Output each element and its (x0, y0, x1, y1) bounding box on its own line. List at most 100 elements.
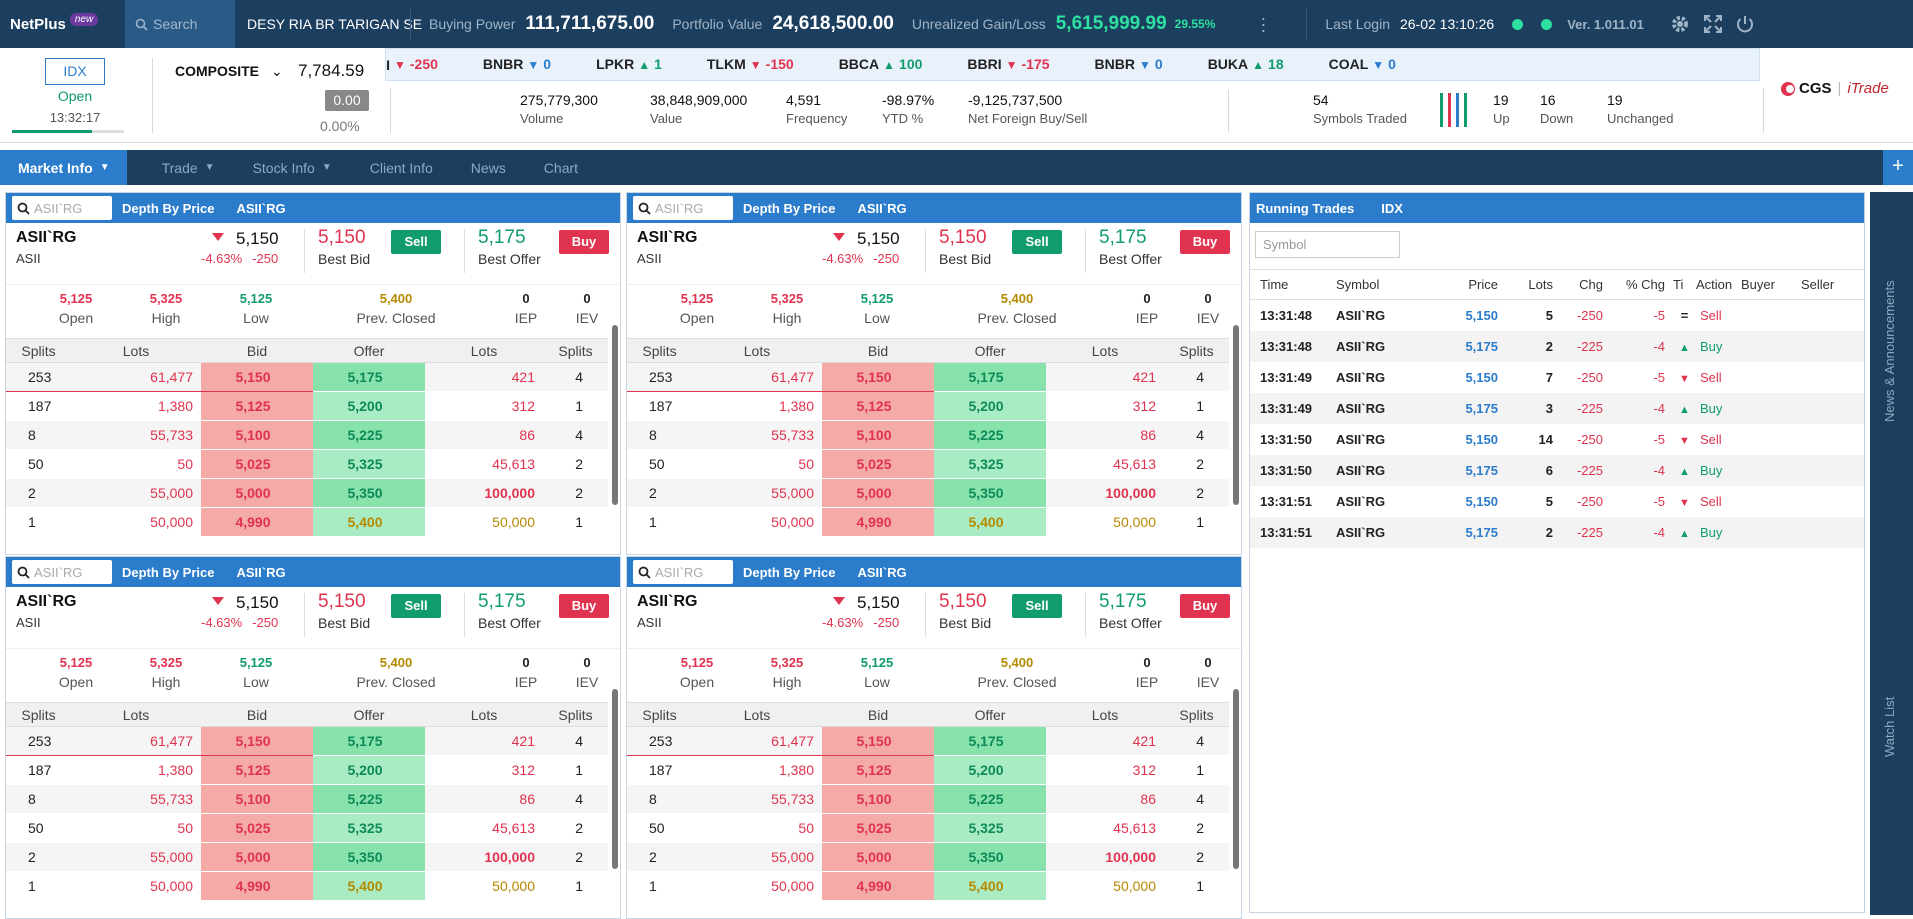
table-row[interactable]: 2 55,000 5,000 5,350 100,000 2 (6, 478, 608, 508)
menu-stock-info[interactable]: Stock Info ▼ (253, 160, 332, 176)
table-row[interactable]: 13:31:51 ASII`RG 5,175 2 -225 -4 ▲ Buy (1250, 516, 1864, 548)
best-offer-value: 5,175 (478, 591, 526, 612)
table-row[interactable]: 187 1,380 5,125 5,200 312 1 (6, 755, 608, 785)
sell-button[interactable]: Sell (391, 230, 441, 254)
table-row[interactable]: 8 55,733 5,100 5,225 86 4 (6, 420, 608, 450)
tab-running-trades[interactable]: Running Trades (1256, 200, 1355, 216)
tab-symbol[interactable]: ASII`RG (857, 564, 907, 580)
news-announcements-tab[interactable]: News & Announcements (1882, 280, 1897, 422)
add-tab-button[interactable]: + (1883, 150, 1913, 185)
fullscreen-icon[interactable] (1703, 15, 1722, 33)
buy-button[interactable]: Buy (1180, 230, 1230, 254)
table-row[interactable]: 1 50,000 4,990 5,400 50,000 1 (6, 871, 608, 901)
sell-button[interactable]: Sell (391, 594, 441, 618)
table-row[interactable]: 13:31:48 ASII`RG 5,150 5 -250 -5 = Sell (1250, 300, 1864, 331)
user-name[interactable]: DESY RIA BR TARIGAN SE (247, 16, 423, 32)
ticker-item[interactable]: BBRI ▼ -175 (967, 49, 1049, 80)
tab-depth-by-price[interactable]: Depth By Price (122, 200, 215, 216)
ticker-item[interactable]: BUKA ▲ 18 (1208, 49, 1284, 80)
high-value: 5,325 (149, 655, 183, 670)
table-row[interactable]: 2 55,000 5,000 5,350 100,000 2 (627, 478, 1229, 508)
table-row[interactable]: 8 55,733 5,100 5,225 86 4 (6, 784, 608, 814)
symbol-filter-input[interactable]: Symbol (1255, 231, 1400, 258)
scrollbar[interactable] (612, 689, 618, 869)
tab-depth-by-price[interactable]: Depth By Price (122, 564, 215, 580)
settings-icon[interactable] (1670, 14, 1690, 34)
offer-splits: 1 (543, 755, 608, 785)
table-row[interactable]: 187 1,380 5,125 5,200 312 1 (6, 391, 608, 421)
table-row[interactable]: 50 50 5,025 5,325 45,613 2 (6, 449, 608, 479)
table-row[interactable]: 253 61,477 5,150 5,175 421 4 (627, 726, 1229, 756)
sell-button[interactable]: Sell (1012, 594, 1062, 618)
ticker-item[interactable]: BNBR ▼ 0 (483, 49, 551, 80)
market-selector[interactable]: IDX (45, 58, 105, 85)
table-row[interactable]: 1 50,000 4,990 5,400 50,000 1 (627, 507, 1229, 537)
table-row[interactable]: 253 61,477 5,150 5,175 421 4 (6, 726, 608, 756)
ticker-change: 18 (1268, 56, 1284, 72)
table-row[interactable]: 187 1,380 5,125 5,200 312 1 (627, 755, 1229, 785)
table-row[interactable]: 253 61,477 5,150 5,175 421 4 (627, 362, 1229, 392)
best-offer-label: Best Offer (1099, 615, 1162, 631)
index-selector[interactable]: COMPOSITE ⌄ (175, 63, 283, 80)
scrollbar[interactable] (1233, 689, 1239, 869)
table-header: Splits Lots Bid Offer Lots Splits (6, 338, 608, 363)
ticker-item[interactable]: BBCA ▲ 100 (839, 49, 923, 80)
table-row[interactable]: 2 55,000 5,000 5,350 100,000 2 (6, 842, 608, 872)
scrollbar[interactable] (1233, 325, 1239, 505)
bid-lots: 55,000 (71, 842, 201, 872)
more-menu-icon[interactable]: · · · (1260, 8, 1267, 40)
tab-symbol[interactable]: ASII`RG (857, 200, 907, 216)
ticker-item[interactable]: BNBR ▼ 0 (1095, 49, 1163, 80)
menu-chart[interactable]: Chart (544, 160, 578, 176)
tab-idx[interactable]: IDX (1381, 200, 1403, 216)
table-row[interactable]: 13:31:50 ASII`RG 5,175 6 -225 -4 ▲ Buy (1250, 454, 1864, 486)
menu-trade[interactable]: Trade ▼ (162, 160, 215, 176)
table-row[interactable]: 1 50,000 4,990 5,400 50,000 1 (6, 507, 608, 537)
ticker-item[interactable]: TLKM ▼ -150 (707, 49, 794, 80)
table-row[interactable]: 13:31:50 ASII`RG 5,150 14 -250 -5 ▼ Sell (1250, 424, 1864, 455)
ticker-item[interactable]: LPKR ▲ 1 (596, 49, 662, 80)
scrollbar[interactable] (612, 325, 618, 505)
table-row[interactable]: 13:31:49 ASII`RG 5,150 7 -250 -5 ▼ Sell (1250, 362, 1864, 393)
buy-button[interactable]: Buy (1180, 594, 1230, 618)
global-search[interactable]: Search (125, 0, 235, 48)
table-row[interactable]: 50 50 5,025 5,325 45,613 2 (627, 813, 1229, 843)
table-row[interactable]: 8 55,733 5,100 5,225 86 4 (627, 784, 1229, 814)
table-row[interactable]: 13:31:51 ASII`RG 5,150 5 -250 -5 ▼ Sell (1250, 486, 1864, 517)
watch-list-tab[interactable]: Watch List (1882, 696, 1897, 757)
tab-symbol[interactable]: ASII`RG (236, 564, 286, 580)
menu-news[interactable]: News (471, 160, 506, 176)
tab-depth-by-price[interactable]: Depth By Price (743, 200, 836, 216)
symbol-search-input[interactable]: ASII`RG (633, 196, 733, 220)
logout-icon[interactable] (1736, 15, 1754, 33)
col-splits: Splits (627, 338, 692, 363)
open-stat: 5,125 Open (36, 291, 116, 326)
menu-market-info[interactable]: Market Info ▼ (0, 150, 127, 185)
ticker-item[interactable]: COAL ▼ 0 (1329, 49, 1396, 80)
table-row[interactable]: 253 61,477 5,150 5,175 421 4 (6, 362, 608, 392)
buy-button[interactable]: Buy (559, 594, 609, 618)
tab-depth-by-price[interactable]: Depth By Price (743, 564, 836, 580)
table-row[interactable]: 2 55,000 5,000 5,350 100,000 2 (627, 842, 1229, 872)
ticker-item[interactable]: ASII ▼-250 (386, 49, 438, 80)
buy-button[interactable]: Buy (559, 230, 609, 254)
tab-symbol[interactable]: ASII`RG (236, 200, 286, 216)
depth-panel: ASII`RG Depth By Price ASII`RG ASII`RG A… (5, 192, 621, 555)
symbol-search-input[interactable]: ASII`RG (12, 560, 112, 584)
change-pct: -4.63% (201, 615, 243, 630)
table-row[interactable]: 50 50 5,025 5,325 45,613 2 (627, 449, 1229, 479)
symbol-search-input[interactable]: ASII`RG (12, 196, 112, 220)
table-row[interactable]: 1 50,000 4,990 5,400 50,000 1 (627, 871, 1229, 901)
search-placeholder: ASII`RG (655, 200, 704, 216)
sell-button[interactable]: Sell (1012, 230, 1062, 254)
table-row[interactable]: 13:31:49 ASII`RG 5,175 3 -225 -4 ▲ Buy (1250, 392, 1864, 424)
table-row[interactable]: 187 1,380 5,125 5,200 312 1 (627, 391, 1229, 421)
symbol-search-input[interactable]: ASII`RG (633, 560, 733, 584)
table-row[interactable]: 13:31:48 ASII`RG 5,175 2 -225 -4 ▲ Buy (1250, 330, 1864, 362)
app-logo[interactable]: NetPlus new (0, 0, 125, 48)
offer-price: 5,175 (313, 726, 425, 756)
table-row[interactable]: 8 55,733 5,100 5,225 86 4 (627, 420, 1229, 450)
table-row[interactable]: 50 50 5,025 5,325 45,613 2 (6, 813, 608, 843)
high-stat: 5,325 High (126, 291, 206, 326)
menu-client-info[interactable]: Client Info (370, 160, 433, 176)
